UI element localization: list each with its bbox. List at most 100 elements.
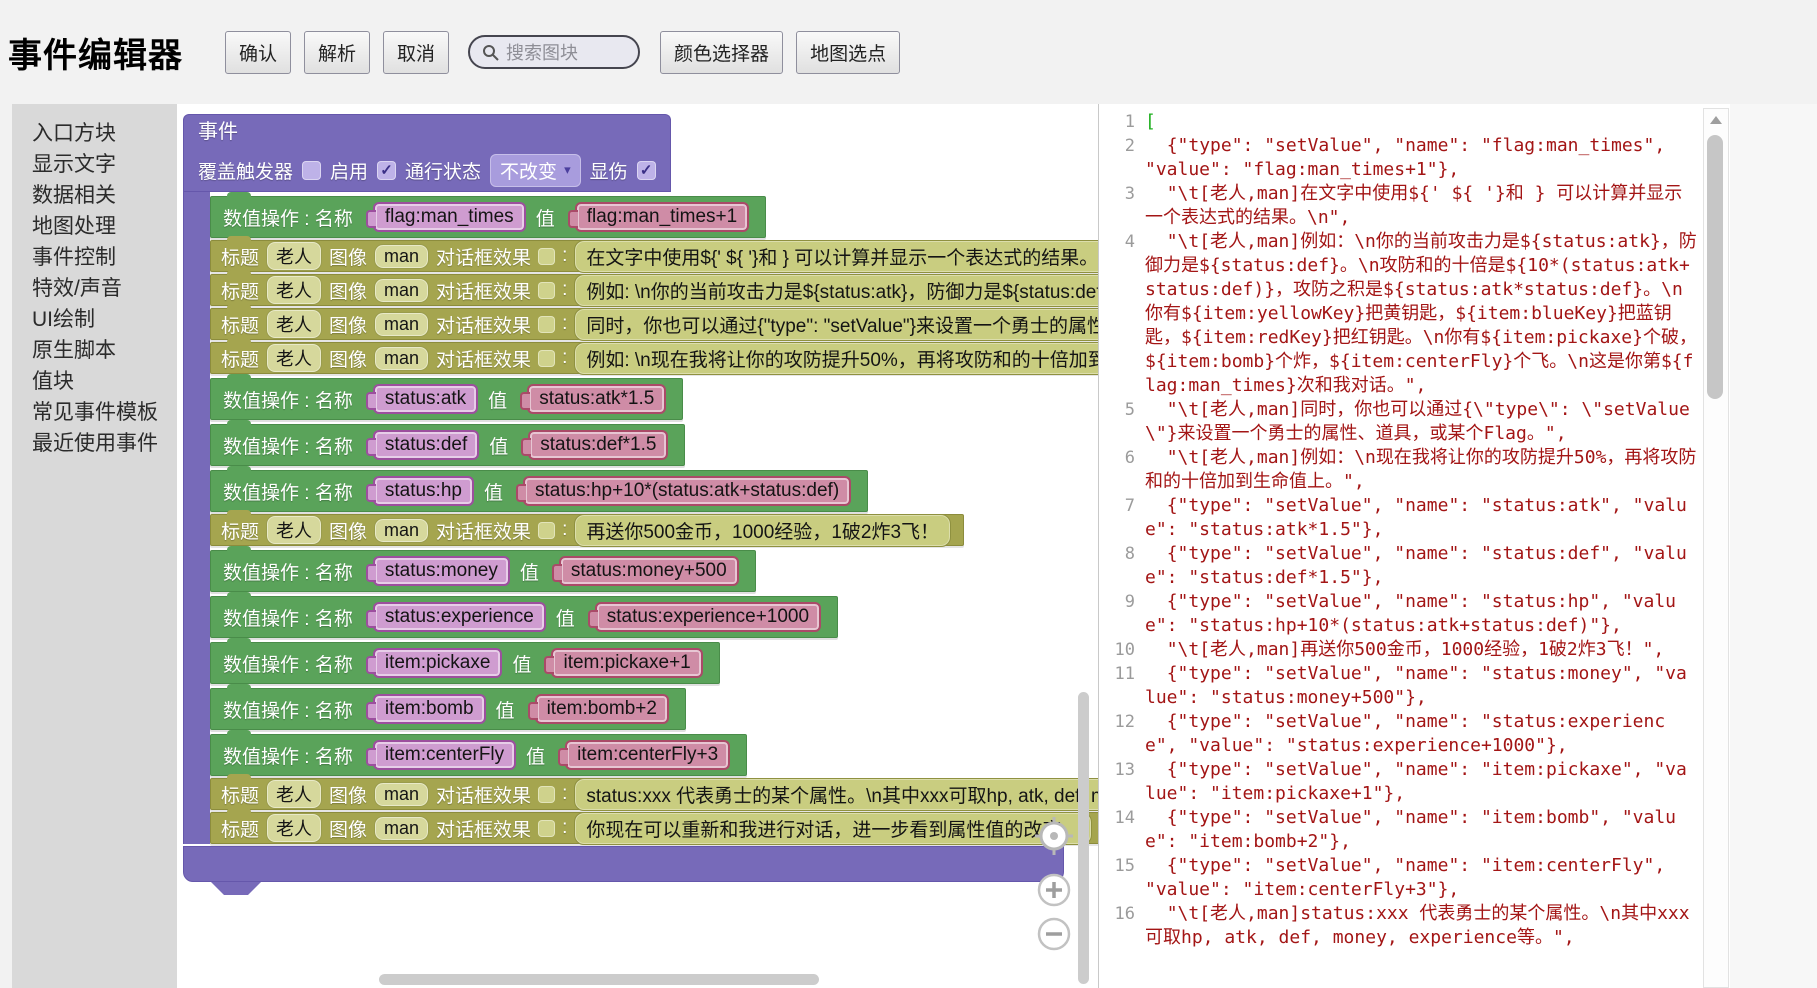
event-block-container[interactable]: 事件 覆盖触发器 启用 ✓ 通行状态 不改变 ▾ 显伤 ✓ (183, 114, 1098, 895)
confirm-button[interactable]: 确认 (225, 30, 292, 74)
color-picker-button[interactable]: 颜色选择器 (660, 30, 784, 74)
speaker-field[interactable]: 老人 (266, 241, 323, 271)
dialog-effect-checkbox[interactable] (538, 349, 556, 367)
canvas-vertical-scrollbar[interactable] (1078, 692, 1089, 984)
zoom-reset-icon[interactable] (1032, 814, 1076, 858)
sidebar-item-recent-events[interactable]: 最近使用事件 (32, 432, 158, 455)
name-field[interactable]: item:pickaxe (365, 648, 503, 678)
event-block-title[interactable]: 事件 (183, 114, 671, 149)
dialog-text-field[interactable]: 例如: \n现在我将让你的攻防提升50%，再将攻防和的十倍加到生命值上。 (574, 341, 1098, 375)
name-field[interactable]: status:experience (365, 602, 546, 632)
sidebar-item-show-text[interactable]: 显示文字 (32, 153, 116, 176)
name-field[interactable]: item:centerFly (365, 740, 517, 770)
speaker-field[interactable]: 老人 (266, 779, 323, 809)
value-field[interactable]: status:money+500 (551, 556, 739, 586)
speaker-field[interactable]: 老人 (266, 813, 323, 843)
value-field[interactable]: status:def*1.5 (521, 430, 669, 460)
sidebar-item-entry[interactable]: 入口方块 (32, 122, 116, 145)
sidebar-item-fx-sound[interactable]: 特效/声音 (32, 277, 122, 300)
set-value-block[interactable]: 数值操作 : 名称 flag:man_times 值 flag:man_time… (210, 192, 767, 238)
name-field[interactable]: status:money (365, 556, 510, 586)
enable-checkbox[interactable]: ✓ (377, 160, 397, 180)
dialog-effect-checkbox[interactable] (538, 785, 556, 803)
code-line: 14 {"type": "setValue", "name": "item:bo… (1099, 806, 1705, 854)
show-text-block[interactable]: 标题 老人 图像 man 对话框效果 : 你现在可以重新和我进行对话，进一步看到… (210, 808, 1098, 845)
effect-label: 对话框效果 (436, 247, 532, 269)
dialog-text-field[interactable]: 你现在可以重新和我进行对话，进一步看到属性值的改变。 (574, 811, 1093, 845)
value-field[interactable]: status:atk*1.5 (520, 384, 667, 414)
pass-state-dropdown[interactable]: 不改变 ▾ (490, 153, 581, 187)
dialog-effect-checkbox[interactable] (538, 247, 556, 265)
show-text-block[interactable]: 标题 老人 图像 man 对话框效果 : 例如: \n现在我将让你的攻防提升50… (210, 338, 1098, 375)
sidebar-item-ui-draw[interactable]: UI绘制 (32, 308, 95, 331)
code-vertical-scrollbar[interactable] (1703, 108, 1729, 988)
sidebar-item-event-control[interactable]: 事件控制 (32, 246, 116, 269)
dialog-text-field[interactable]: 同时，你也可以通过{"type": "setValue"}来设置一个勇士的属性、… (574, 307, 1098, 341)
value-field[interactable]: item:pickaxe+1 (544, 648, 703, 678)
image-field[interactable]: man (374, 277, 430, 303)
set-value-block[interactable]: 数值操作 : 名称 item:centerFly 值 item:centerFl… (210, 730, 748, 776)
blockly-workspace[interactable]: 事件 覆盖触发器 启用 ✓ 通行状态 不改变 ▾ 显伤 ✓ (177, 104, 1098, 988)
sidebar-item-native-script[interactable]: 原生脚本 (32, 339, 116, 362)
dialog-text-field[interactable]: 再送你500金币，1000经验，1破2炸3飞！ (574, 513, 952, 547)
zoom-in-icon[interactable] (1032, 868, 1076, 912)
search-input[interactable]: 搜索图块 (468, 35, 641, 69)
title-label: 标题 (221, 785, 260, 807)
image-field[interactable]: man (374, 243, 430, 269)
set-value-block[interactable]: 数值操作 : 名称 status:atk 值 status:atk*1.5 (210, 374, 684, 420)
value-field[interactable]: status:experience+1000 (587, 602, 822, 632)
dialog-text-field[interactable]: 在文字中使用${' ${ '}和 } 可以计算并显示一个表达式的结果。\n (574, 239, 1098, 273)
image-field[interactable]: man (374, 517, 430, 543)
set-value-block[interactable]: 数值操作 : 名称 item:pickaxe 值 item:pickaxe+1 (210, 638, 720, 684)
image-field[interactable]: man (374, 815, 430, 841)
set-value-block[interactable]: 数值操作 : 名称 item:bomb 值 item:bomb+2 (210, 684, 686, 730)
map-select-button[interactable]: 地图选点 (796, 30, 901, 74)
speaker-field[interactable]: 老人 (266, 309, 323, 339)
sidebar-item-common-templates[interactable]: 常见事件模板 (32, 401, 158, 424)
set-value-block[interactable]: 数值操作 : 名称 status:hp 值 status:hp+10*(stat… (210, 466, 869, 512)
damage-checkbox[interactable]: ✓ (636, 160, 656, 180)
dialog-effect-checkbox[interactable] (538, 819, 556, 837)
sidebar-item-map[interactable]: 地图处理 (32, 215, 116, 238)
parse-button[interactable]: 解析 (304, 30, 371, 74)
image-field[interactable]: man (374, 311, 430, 337)
image-field[interactable]: man (374, 345, 430, 371)
canvas-horizontal-scrollbar[interactable] (379, 974, 819, 985)
name-field[interactable]: status:atk (365, 384, 479, 414)
show-text-block[interactable]: 标题 老人 图像 man 对话框效果 : 在文字中使用${' ${ '}和 } … (210, 236, 1098, 273)
dialog-effect-checkbox[interactable] (538, 315, 556, 333)
name-field[interactable]: status:hp (365, 476, 474, 506)
show-text-block[interactable]: 标题 老人 图像 man 对话框效果 : 例如: \n你的当前攻击力是${sta… (210, 270, 1098, 307)
speaker-field[interactable]: 老人 (266, 275, 323, 305)
image-field[interactable]: man (374, 781, 430, 807)
dialog-text-field[interactable]: 例如: \n你的当前攻击力是${status:atk}，防御力是${status… (574, 273, 1098, 307)
sidebar-item-value-block[interactable]: 值块 (32, 370, 74, 393)
zoom-out-icon[interactable] (1032, 912, 1076, 956)
code-content[interactable]: 1[ 2 {"type": "setValue", "name": "flag:… (1099, 104, 1705, 950)
cancel-button[interactable]: 取消 (383, 30, 450, 74)
scrollbar-thumb[interactable] (1707, 135, 1723, 399)
dialog-text-field[interactable]: status:xxx 代表勇士的某个属性。\n其中xxx可取hp, atk, d… (574, 777, 1098, 811)
show-text-block[interactable]: 标题 老人 图像 man 对话框效果 : 再送你500金币，1000经验，1破2… (210, 510, 965, 547)
value-field[interactable]: item:centerFly+3 (558, 740, 731, 770)
show-text-block[interactable]: 标题 老人 图像 man 对话框效果 : 同时，你也可以通过{"type": "… (210, 304, 1098, 341)
show-text-block[interactable]: 标题 老人 图像 man 对话框效果 : status:xxx 代表勇士的某个属… (210, 774, 1098, 811)
speaker-field[interactable]: 老人 (266, 343, 323, 373)
sidebar-item-data[interactable]: 数据相关 (32, 184, 116, 207)
dialog-effect-checkbox[interactable] (538, 521, 556, 539)
trigger-checkbox[interactable] (302, 160, 322, 180)
value-field[interactable]: flag:man_times+1 (567, 202, 750, 232)
set-value-block[interactable]: 数值操作 : 名称 status:money 值 status:money+50… (210, 546, 756, 592)
dialog-effect-checkbox[interactable] (538, 281, 556, 299)
set-value-block[interactable]: 数值操作 : 名称 status:experience 值 status:exp… (210, 592, 839, 638)
value-label: 值 (512, 654, 532, 676)
value-field[interactable]: status:hp+10*(status:atk+status:def) (515, 476, 852, 506)
scroll-up-icon[interactable] (1704, 109, 1728, 131)
name-field[interactable]: flag:man_times (365, 202, 526, 232)
name-field[interactable]: item:bomb (365, 694, 486, 724)
value-field[interactable]: item:bomb+2 (527, 694, 669, 724)
code-editor[interactable]: 1[ 2 {"type": "setValue", "name": "flag:… (1098, 104, 1817, 988)
speaker-field[interactable]: 老人 (266, 515, 323, 545)
name-field[interactable]: status:def (365, 430, 480, 460)
set-value-block[interactable]: 数值操作 : 名称 status:def 值 status:def*1.5 (210, 420, 686, 466)
